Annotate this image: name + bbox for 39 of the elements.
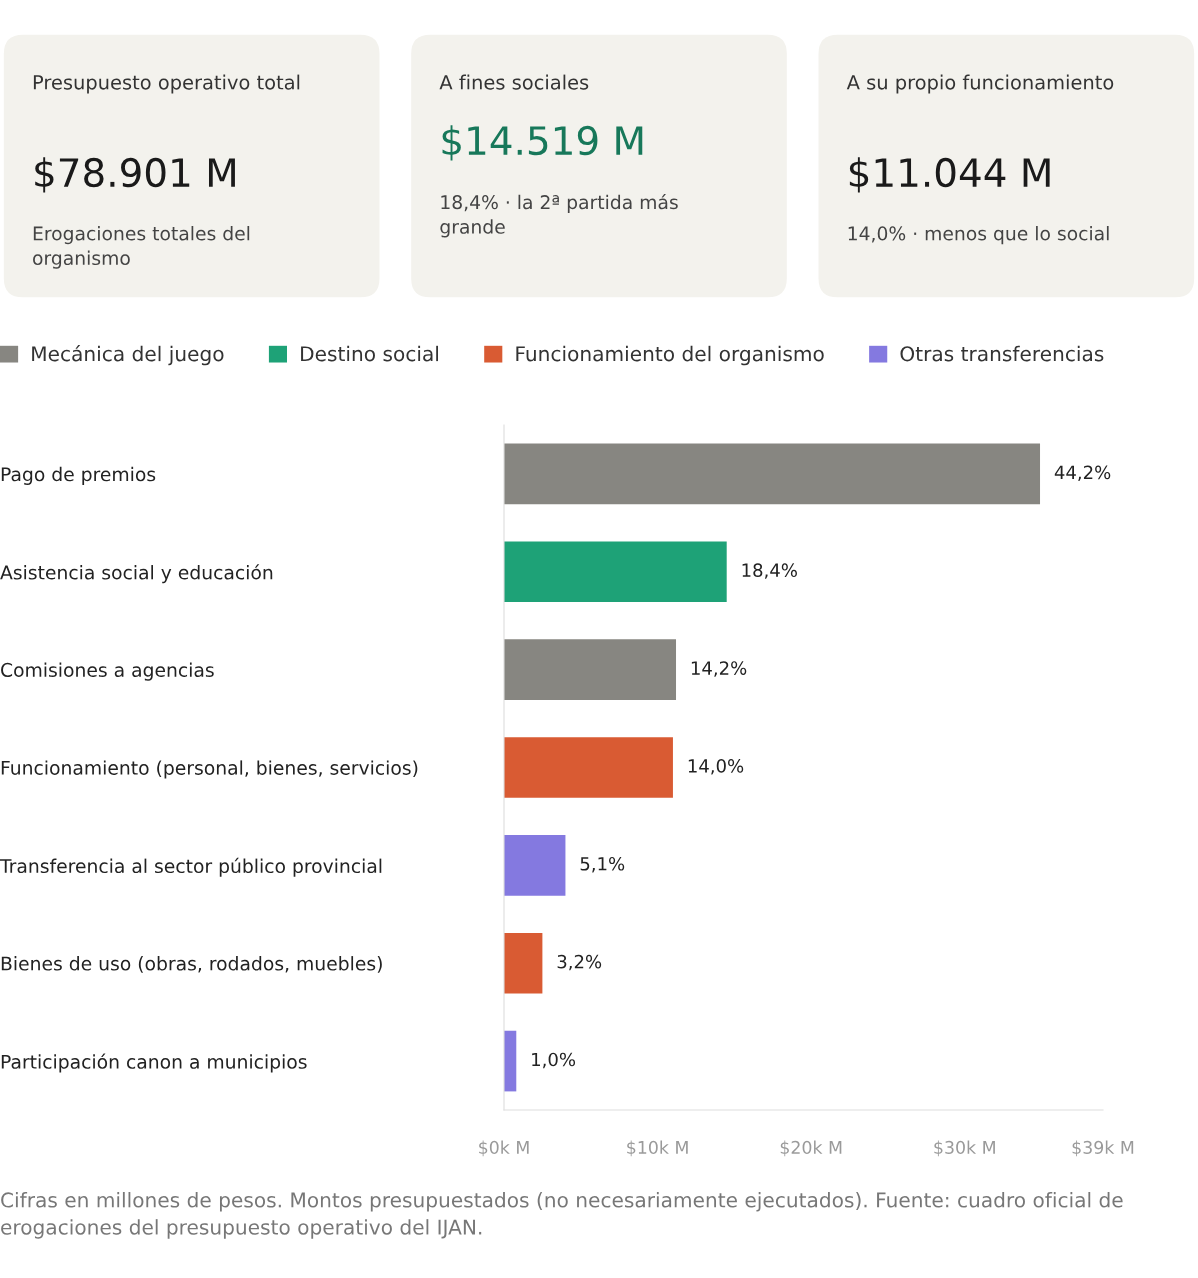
bar <box>504 835 566 896</box>
text: Erogaciones totales del organismo <box>33 226 250 269</box>
x-tick-label: $20k M <box>780 1140 842 1157</box>
text: A fines sociales <box>439 74 589 90</box>
annotation: 1,0% <box>532 1052 576 1069</box>
x-tick-label: $39k M <box>1072 1140 1134 1157</box>
text: $11.044 M <box>849 157 1050 193</box>
y-tick-label: Participación canon a municipios <box>1 1053 307 1073</box>
y-tick-label: Comisiones a agencias <box>1 662 214 681</box>
y-tick-label: Transferencia al sector público provincial <box>0 857 382 877</box>
text: 14,0% · menos que lo social <box>848 226 1109 245</box>
text: Presupuesto operativo total <box>33 74 300 94</box>
text: 18,4% · la 2ª partida más grande <box>440 194 678 238</box>
bar <box>504 443 1041 505</box>
annotation: 3,2% <box>557 954 602 971</box>
annotation: 5,1% <box>580 856 625 873</box>
legend-label: Destino social <box>301 345 438 362</box>
y-tick-label: Funcionamiento (personal, bienes, servicios) <box>1 760 418 779</box>
annotation: 14,2% <box>691 661 747 677</box>
bar <box>504 932 543 994</box>
text: Cifras en millones de pesos. Montos presupuestados (no necesariamente ejecutados). Fuente: cuadro oficial de erogaciones del presupuesto operativo del IJAN. <box>1 1192 1123 1239</box>
text: $14.519 M <box>442 125 643 161</box>
text: A su propio funcionamiento <box>846 74 1114 94</box>
text: $78.901 M <box>35 157 235 193</box>
y-tick-label: Asistencia social y educación <box>0 564 273 584</box>
y-tick-label: Pago de premios <box>1 466 156 485</box>
y-tick-label: Bienes de uso (obras, rodados, muebles) <box>1 956 382 973</box>
legend-label: Otras transferencias <box>900 345 1104 362</box>
annotation: 44,2% <box>1054 465 1111 482</box>
legend-label: Mecánica del juego <box>32 345 224 366</box>
x-tick-label: $10k M <box>627 1140 688 1157</box>
bar <box>504 541 727 603</box>
bar <box>504 737 673 798</box>
annotation: 18,4% <box>742 563 797 579</box>
x-tick-label: $30k M <box>934 1140 995 1157</box>
annotation: 14,0% <box>688 759 744 775</box>
x-tick-label: $0k M <box>479 1140 529 1157</box>
bar <box>504 639 677 700</box>
legend-label: Funcionamiento del organismo <box>516 345 824 366</box>
